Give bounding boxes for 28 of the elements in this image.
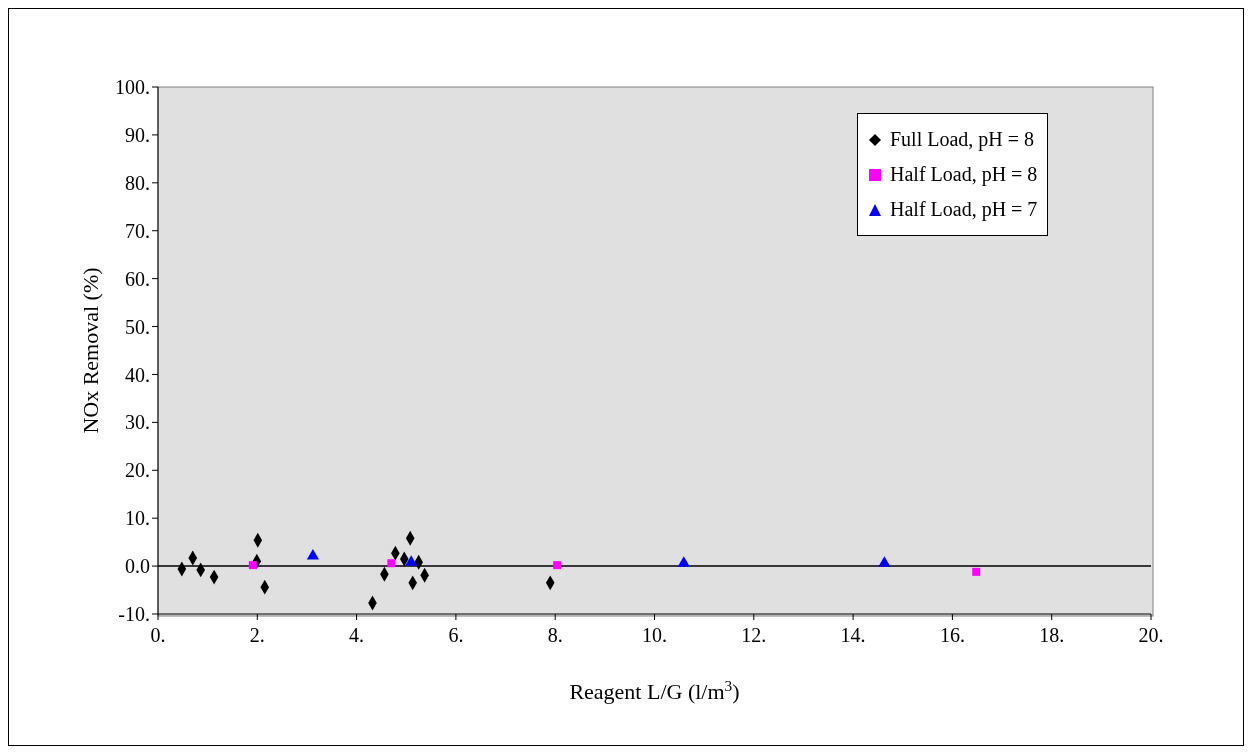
y-tick-label: 40. (125, 363, 150, 386)
y-tick-label: 10. (125, 507, 150, 530)
x-axis-title: Reagent L/G (l/m$^{3}$) (569, 676, 740, 704)
x-tick-label: 12. (741, 624, 767, 647)
y-tick-label: 100. (115, 76, 150, 99)
y-tick-label: 80. (125, 171, 150, 194)
legend-label: Full Load, pH = 8 (890, 127, 1035, 153)
x-tick-label: 4. (349, 624, 365, 647)
y-tick-label: -10. (118, 603, 150, 626)
x-tick-label: 14. (840, 624, 866, 647)
y-tick-label: 60. (125, 267, 150, 290)
x-tick-label: 8. (547, 624, 563, 647)
y-axis-title: NOx Removal (%) (78, 267, 103, 434)
x-tick-label: 20. (1138, 624, 1164, 647)
y-tick-label: 50. (125, 315, 150, 338)
legend-label: Half Load, pH = 7 (890, 197, 1038, 223)
x-tick-label: 16. (939, 624, 965, 647)
x-tick-label: 2. (249, 624, 265, 647)
y-tick-label: 70. (125, 219, 150, 242)
y-tick-label: 20. (125, 459, 150, 482)
legend-label: Half Load, pH = 8 (890, 162, 1038, 188)
y-tick-label: 30. (125, 411, 150, 434)
y-tick-label: 0.0 (125, 555, 150, 578)
x-tick-label: 18. (1039, 624, 1065, 647)
x-tick-label: 6. (448, 624, 464, 647)
x-tick-label: 10. (642, 624, 667, 647)
y-tick-label: 90. (125, 124, 150, 147)
x-tick-label: 0. (150, 624, 166, 647)
